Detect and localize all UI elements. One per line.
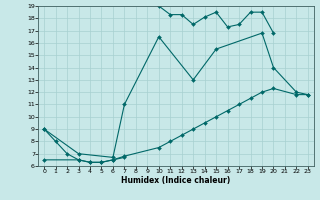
X-axis label: Humidex (Indice chaleur): Humidex (Indice chaleur) [121,176,231,185]
